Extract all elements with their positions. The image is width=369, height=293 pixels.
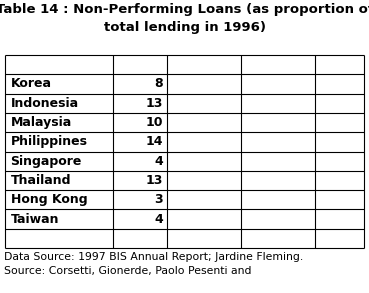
- Text: Hong Kong: Hong Kong: [11, 193, 87, 206]
- Text: 13: 13: [145, 174, 163, 187]
- Text: 14: 14: [145, 135, 163, 148]
- Text: Source: Corsetti, Gionerde, Paolo Pesenti and: Source: Corsetti, Gionerde, Paolo Pesent…: [4, 266, 252, 276]
- Text: Philippines: Philippines: [11, 135, 87, 148]
- Text: Data Source: 1997 BIS Annual Report; Jardine Fleming.: Data Source: 1997 BIS Annual Report; Jar…: [4, 252, 303, 262]
- Text: Indonesia: Indonesia: [11, 97, 79, 110]
- Text: total lending in 1996): total lending in 1996): [103, 21, 266, 34]
- Text: Table 14 : Non-Performing Loans (as proportion of: Table 14 : Non-Performing Loans (as prop…: [0, 3, 369, 16]
- Text: Thailand: Thailand: [11, 174, 71, 187]
- Text: Malaysia: Malaysia: [11, 116, 72, 129]
- Text: 4: 4: [154, 155, 163, 168]
- Text: 4: 4: [154, 212, 163, 226]
- Text: 10: 10: [145, 116, 163, 129]
- Text: 13: 13: [145, 97, 163, 110]
- Text: Singapore: Singapore: [11, 155, 82, 168]
- Text: Taiwan: Taiwan: [11, 212, 59, 226]
- Text: 3: 3: [154, 193, 163, 206]
- Text: Korea: Korea: [11, 77, 52, 91]
- Text: 8: 8: [154, 77, 163, 91]
